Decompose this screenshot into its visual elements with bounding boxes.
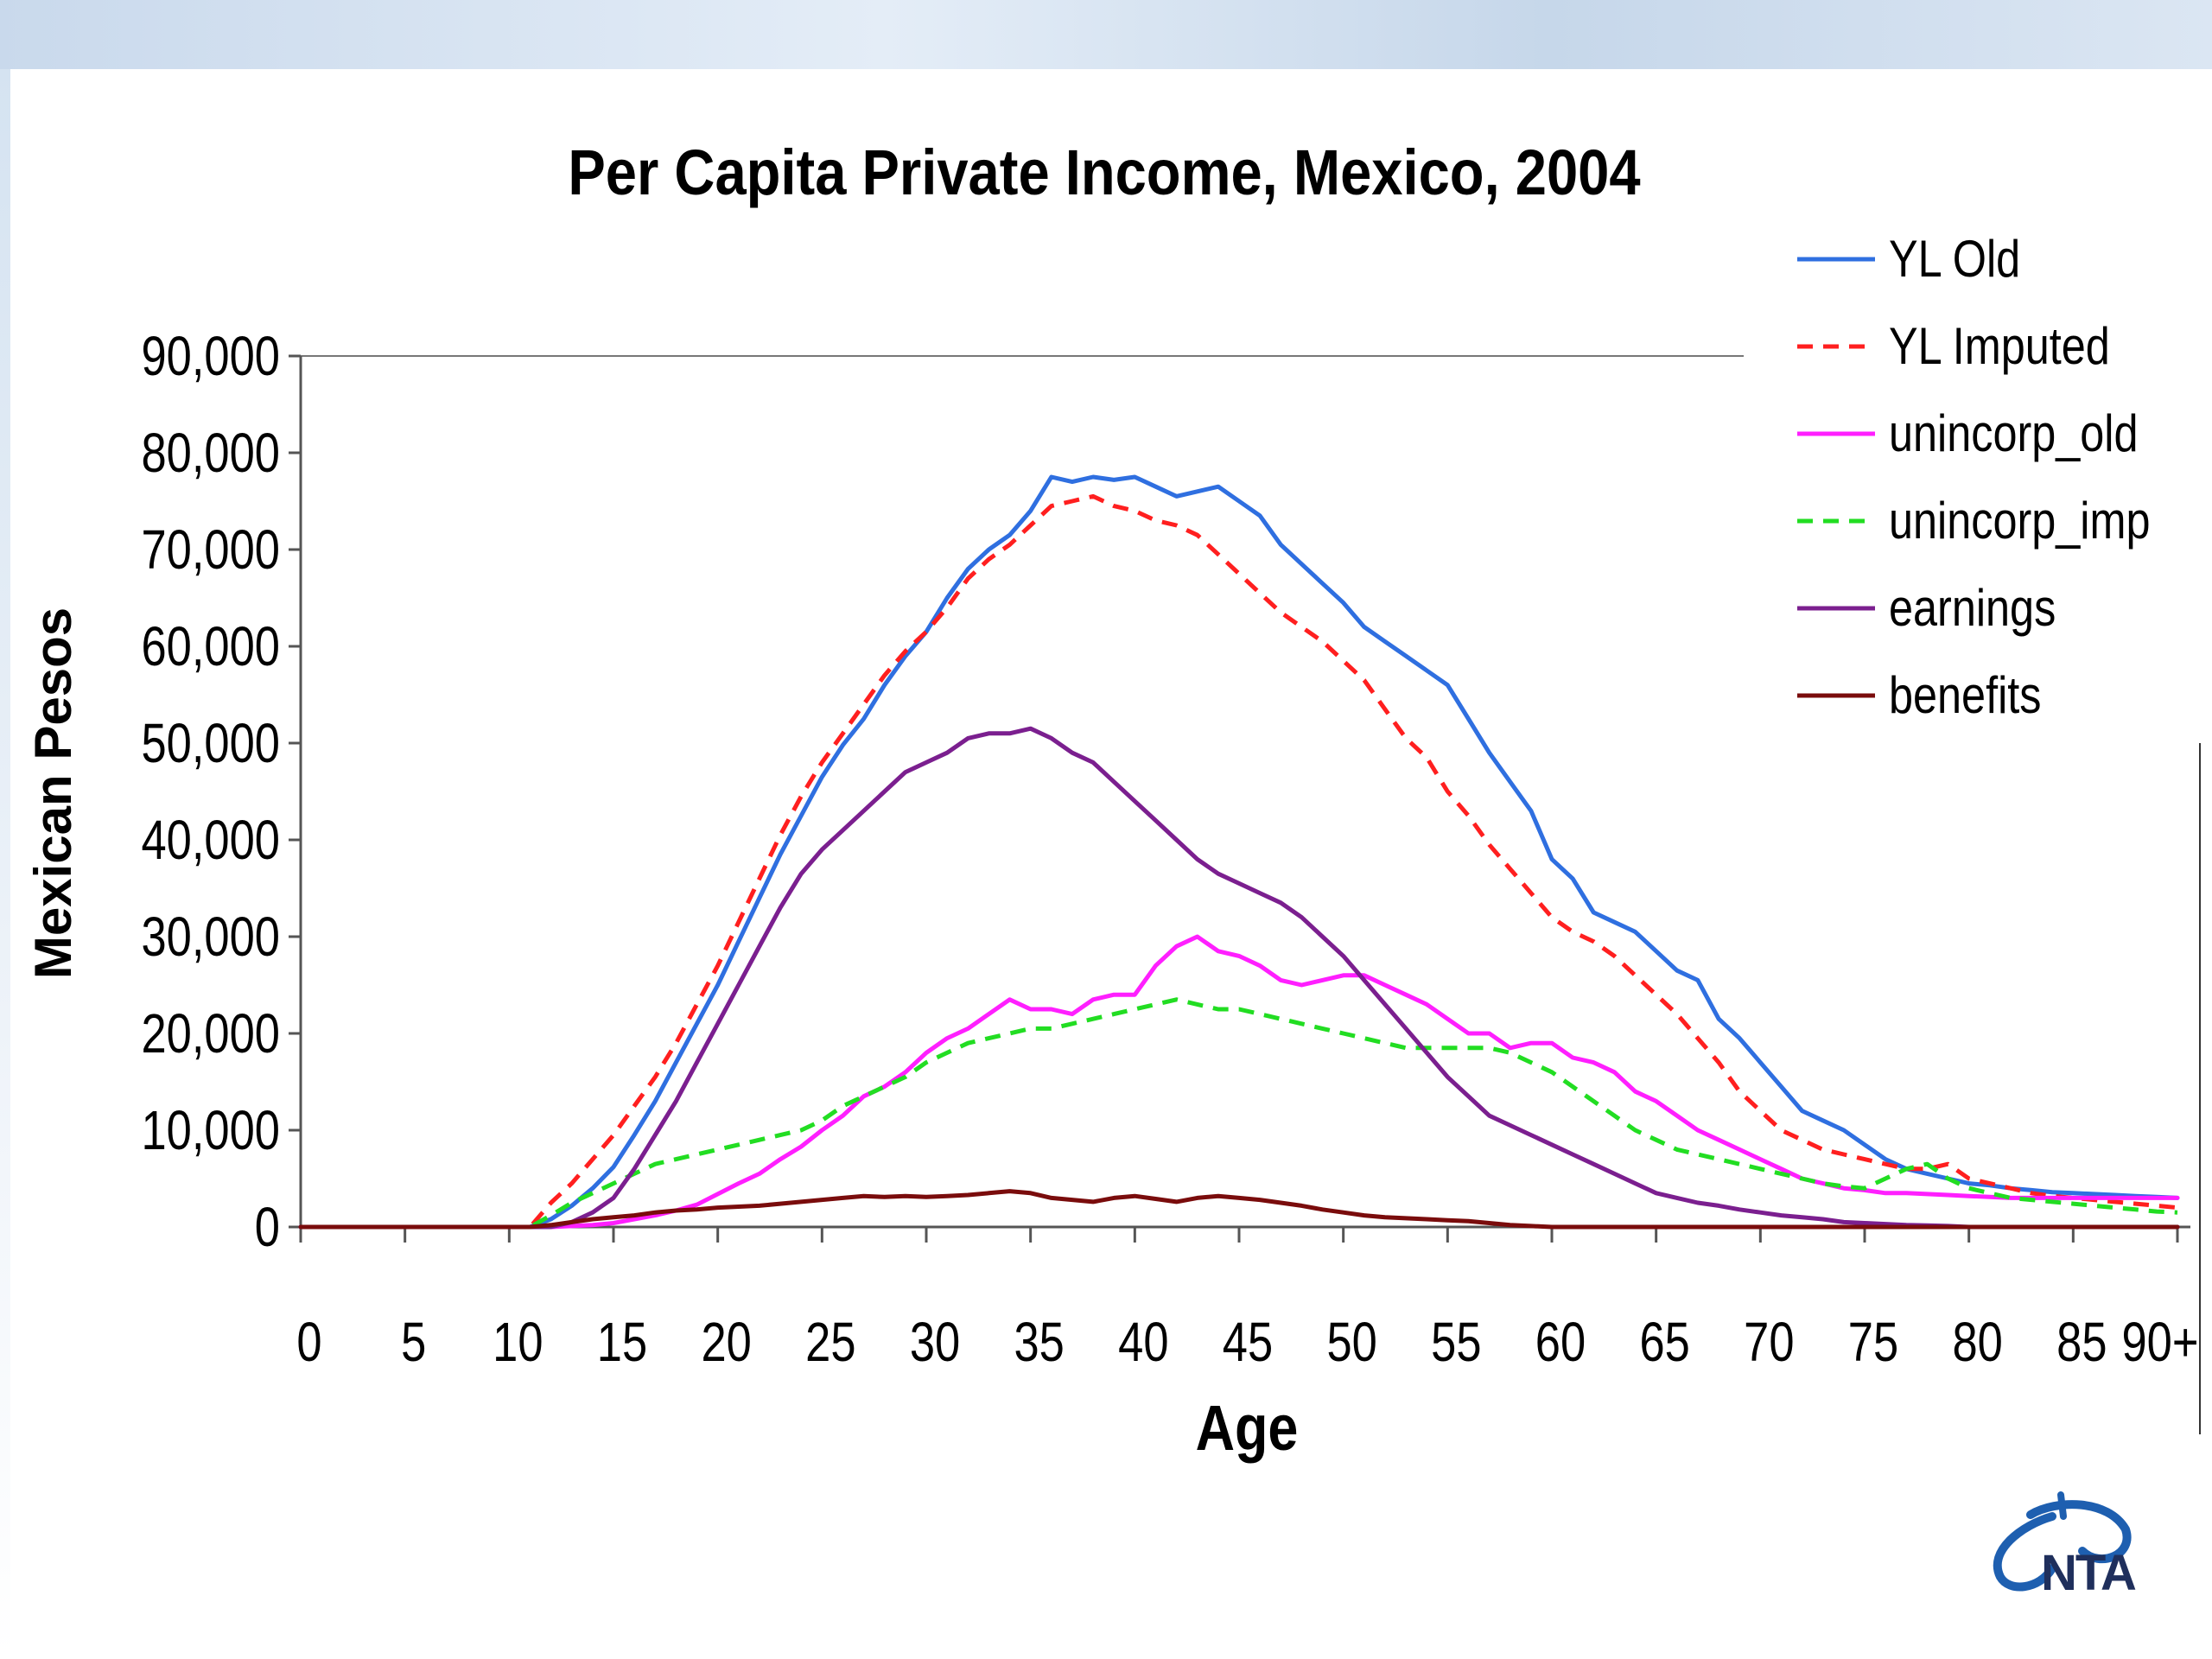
legend-label: earnings (1889, 579, 2056, 637)
y-tick-label: 70,000 (142, 519, 280, 581)
series-line-unincorp-imp (301, 997, 2178, 1230)
y-tick-label: 60,000 (142, 616, 280, 677)
chart-legend: YL Old YL Imputed unincorp_old unincorp_imp… (1797, 230, 2150, 724)
legend-label: unincorp_old (1889, 404, 2139, 462)
x-tick-label: 0 (296, 1312, 321, 1373)
x-tick-label: 70 (1744, 1312, 1794, 1373)
y-tick-label: 40,000 (142, 810, 280, 871)
x-tick-label: 15 (597, 1312, 647, 1373)
x-tick-label: 35 (1014, 1312, 1064, 1373)
legend-label: benefits (1889, 666, 2041, 724)
slide-left-fade (0, 69, 10, 1659)
legend-label: YL Imputed (1889, 317, 2110, 375)
y-axis-ticks: 0 10,000 20,000 30,000 40,000 50,000 60,000 70,… (142, 326, 301, 1258)
x-tick-label: 80 (1952, 1312, 2002, 1373)
legend-label: unincorp_imp (1889, 492, 2150, 550)
x-tick-label: 25 (805, 1312, 855, 1373)
chart-title: Per Capita Private Income, Mexico, 2004 (568, 137, 1640, 208)
x-tick-label: 55 (1431, 1312, 1481, 1373)
series-line-unincorp-old (298, 934, 2180, 1230)
nta-logo: NTA (1979, 1491, 2169, 1607)
nta-logo-text: NTA (2041, 1545, 2137, 1601)
x-axis-ticks: 0 5 10 15 20 25 30 35 40 45 50 55 60 65 70 75 80 85 90+ (296, 1227, 2199, 1373)
x-tick-label: 20 (701, 1312, 751, 1373)
nta-logo-mark (1993, 1491, 2132, 1592)
series-line-earnings (298, 726, 2180, 1230)
series-line-benefits (298, 1189, 2180, 1230)
y-tick-label: 90,000 (142, 326, 280, 387)
x-tick-label: 65 (1639, 1312, 1689, 1373)
x-tick-label: 30 (910, 1312, 960, 1373)
plot-frame (299, 355, 2190, 1229)
y-tick-label: 80,000 (142, 423, 280, 484)
y-axis-label: Mexican Pesos (24, 607, 82, 979)
x-tick-label: 45 (1223, 1312, 1273, 1373)
slide-content-area (10, 69, 2212, 1659)
y-tick-label: 30,000 (142, 906, 280, 968)
x-tick-label: 60 (1535, 1312, 1586, 1373)
x-tick-label: 10 (493, 1312, 543, 1373)
x-tick-label: 90+ (2121, 1312, 2198, 1373)
x-tick-label: 5 (401, 1312, 426, 1373)
x-tick-label: 85 (2056, 1312, 2107, 1373)
y-tick-label: 0 (255, 1197, 280, 1258)
x-tick-label: 40 (1118, 1312, 1168, 1373)
series-line-yl-old (298, 474, 2180, 1230)
legend-label: YL Old (1889, 230, 2020, 288)
x-tick-label: 75 (1848, 1312, 1898, 1373)
x-axis-label: Age (1196, 1392, 1299, 1464)
x-tick-label: 50 (1326, 1312, 1376, 1373)
series-lines (298, 474, 2180, 1230)
y-tick-label: 50,000 (142, 713, 280, 774)
slide-header-band (0, 0, 2212, 69)
y-tick-label: 10,000 (142, 1100, 280, 1161)
slide-right-edge (2199, 743, 2201, 1434)
y-tick-label: 20,000 (142, 1003, 280, 1065)
series-line-yl-imputed (301, 493, 2178, 1230)
